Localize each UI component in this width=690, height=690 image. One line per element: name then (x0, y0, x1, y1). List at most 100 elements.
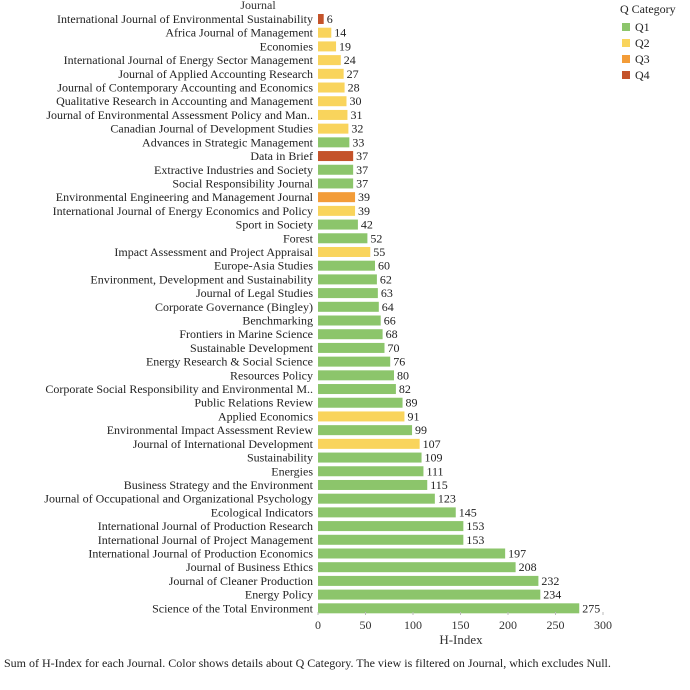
bar[interactable] (318, 548, 506, 559)
caption: Sum of H-Index for each Journal. Color s… (4, 656, 611, 670)
journal-label: Canadian Journal of Development Studies (110, 122, 313, 136)
bar-value-label: 153 (466, 519, 484, 533)
bar-value-label: 109 (425, 451, 443, 465)
journal-label: Sustainable Development (190, 341, 314, 355)
bar[interactable] (318, 109, 348, 120)
x-tick-label: 50 (360, 618, 372, 632)
journal-label: Environment, Development and Sustainabil… (90, 272, 313, 286)
hbar-chart: Journal International Journal of Environ… (44, 0, 612, 647)
x-axis-label: H-Index (439, 632, 483, 647)
bar[interactable] (318, 96, 347, 107)
bar[interactable] (318, 219, 358, 230)
legend: Q Category Q1 Q2 Q3 Q4 (620, 2, 676, 84)
bar[interactable] (318, 411, 405, 422)
bar[interactable] (318, 479, 428, 490)
legend-item-q2[interactable]: Q2 (620, 36, 676, 50)
bar[interactable] (318, 178, 354, 189)
bar-value-label: 39 (358, 190, 370, 204)
bar-value-label: 60 (378, 259, 390, 273)
journal-label: Environmental Engineering and Management… (56, 190, 314, 204)
bar[interactable] (318, 41, 337, 52)
bar[interactable] (318, 534, 464, 545)
x-tick-label: 250 (547, 618, 565, 632)
bar-value-label: 6 (327, 12, 333, 26)
bar[interactable] (318, 356, 391, 367)
legend-item-q3[interactable]: Q3 (620, 52, 676, 66)
bar[interactable] (318, 274, 377, 285)
bar[interactable] (318, 575, 539, 586)
bar[interactable] (318, 315, 381, 326)
bar-value-label: 42 (361, 218, 373, 232)
bar[interactable] (318, 233, 368, 244)
bar[interactable] (318, 260, 375, 271)
bar[interactable] (318, 589, 541, 600)
bar-value-label: 68 (386, 327, 398, 341)
bar[interactable] (318, 246, 371, 257)
bar[interactable] (318, 507, 456, 518)
legend-title: Q Category (620, 2, 676, 16)
journal-label: Sustainability (247, 451, 313, 465)
bar[interactable] (318, 603, 580, 614)
row-header: Journal (240, 0, 276, 12)
bar[interactable] (318, 521, 464, 532)
bar-value-label: 123 (438, 492, 456, 506)
bar[interactable] (318, 562, 516, 573)
bar-value-label: 55 (373, 245, 385, 259)
journal-label: Corporate Social Responsibility and Envi… (45, 382, 313, 396)
journal-label: Journal of Business Ethics (186, 560, 313, 574)
bar[interactable] (318, 342, 385, 353)
bar-value-label: 33 (352, 135, 364, 149)
bar[interactable] (318, 123, 349, 134)
x-tick-label: 150 (452, 618, 470, 632)
bar[interactable] (318, 192, 356, 203)
bar[interactable] (318, 301, 379, 312)
bar-value-label: 275 (582, 601, 600, 615)
journal-label: Business Strategy and the Environment (124, 478, 314, 492)
x-tick-label: 100 (404, 618, 422, 632)
bar[interactable] (318, 82, 345, 93)
bar-value-label: 234 (543, 588, 561, 602)
bar-value-label: 37 (356, 149, 368, 163)
x-tick-label: 300 (594, 618, 612, 632)
bar[interactable] (318, 466, 424, 477)
legend-item-q4[interactable]: Q4 (620, 68, 676, 82)
legend-swatch (622, 71, 630, 79)
bar[interactable] (318, 27, 332, 38)
bar-value-label: 111 (426, 464, 443, 478)
journal-label: Ecological Indicators (211, 505, 314, 519)
bar[interactable] (318, 55, 341, 66)
bar-value-label: 28 (348, 81, 360, 95)
legend-item-q1[interactable]: Q1 (620, 20, 676, 34)
bar[interactable] (318, 288, 378, 299)
bar[interactable] (318, 151, 354, 162)
journal-label: Journal of International Development (133, 437, 314, 451)
bar[interactable] (318, 425, 413, 436)
journal-label: Journal of Legal Studies (196, 286, 313, 300)
bar[interactable] (318, 329, 383, 340)
journal-label: Extractive Industries and Society (154, 163, 313, 177)
bar-value-label: 37 (356, 163, 368, 177)
bar-value-label: 19 (339, 39, 351, 53)
journal-label: International Journal of Environmental S… (57, 12, 313, 26)
bars-layer: International Journal of Environmental S… (44, 12, 600, 615)
bar[interactable] (318, 397, 403, 408)
bar[interactable] (318, 452, 422, 463)
journal-label: International Journal of Energy Economic… (53, 204, 313, 218)
bar[interactable] (318, 205, 356, 216)
bar-value-label: 32 (351, 122, 363, 136)
x-tick-label: 0 (315, 618, 321, 632)
journal-label: Journal of Applied Accounting Research (118, 67, 313, 81)
bar[interactable] (318, 14, 324, 24)
journal-label: Journal of Cleaner Production (169, 574, 313, 588)
x-tick-label: 200 (499, 618, 517, 632)
bar[interactable] (318, 164, 354, 175)
bar-value-label: 80 (397, 368, 409, 382)
bar[interactable] (318, 68, 344, 79)
bar[interactable] (318, 438, 420, 449)
bar[interactable] (318, 384, 396, 395)
bar-value-label: 197 (508, 546, 526, 560)
bar-value-label: 31 (350, 108, 362, 122)
bar[interactable] (318, 137, 350, 148)
bar[interactable] (318, 493, 435, 504)
bar[interactable] (318, 370, 394, 381)
